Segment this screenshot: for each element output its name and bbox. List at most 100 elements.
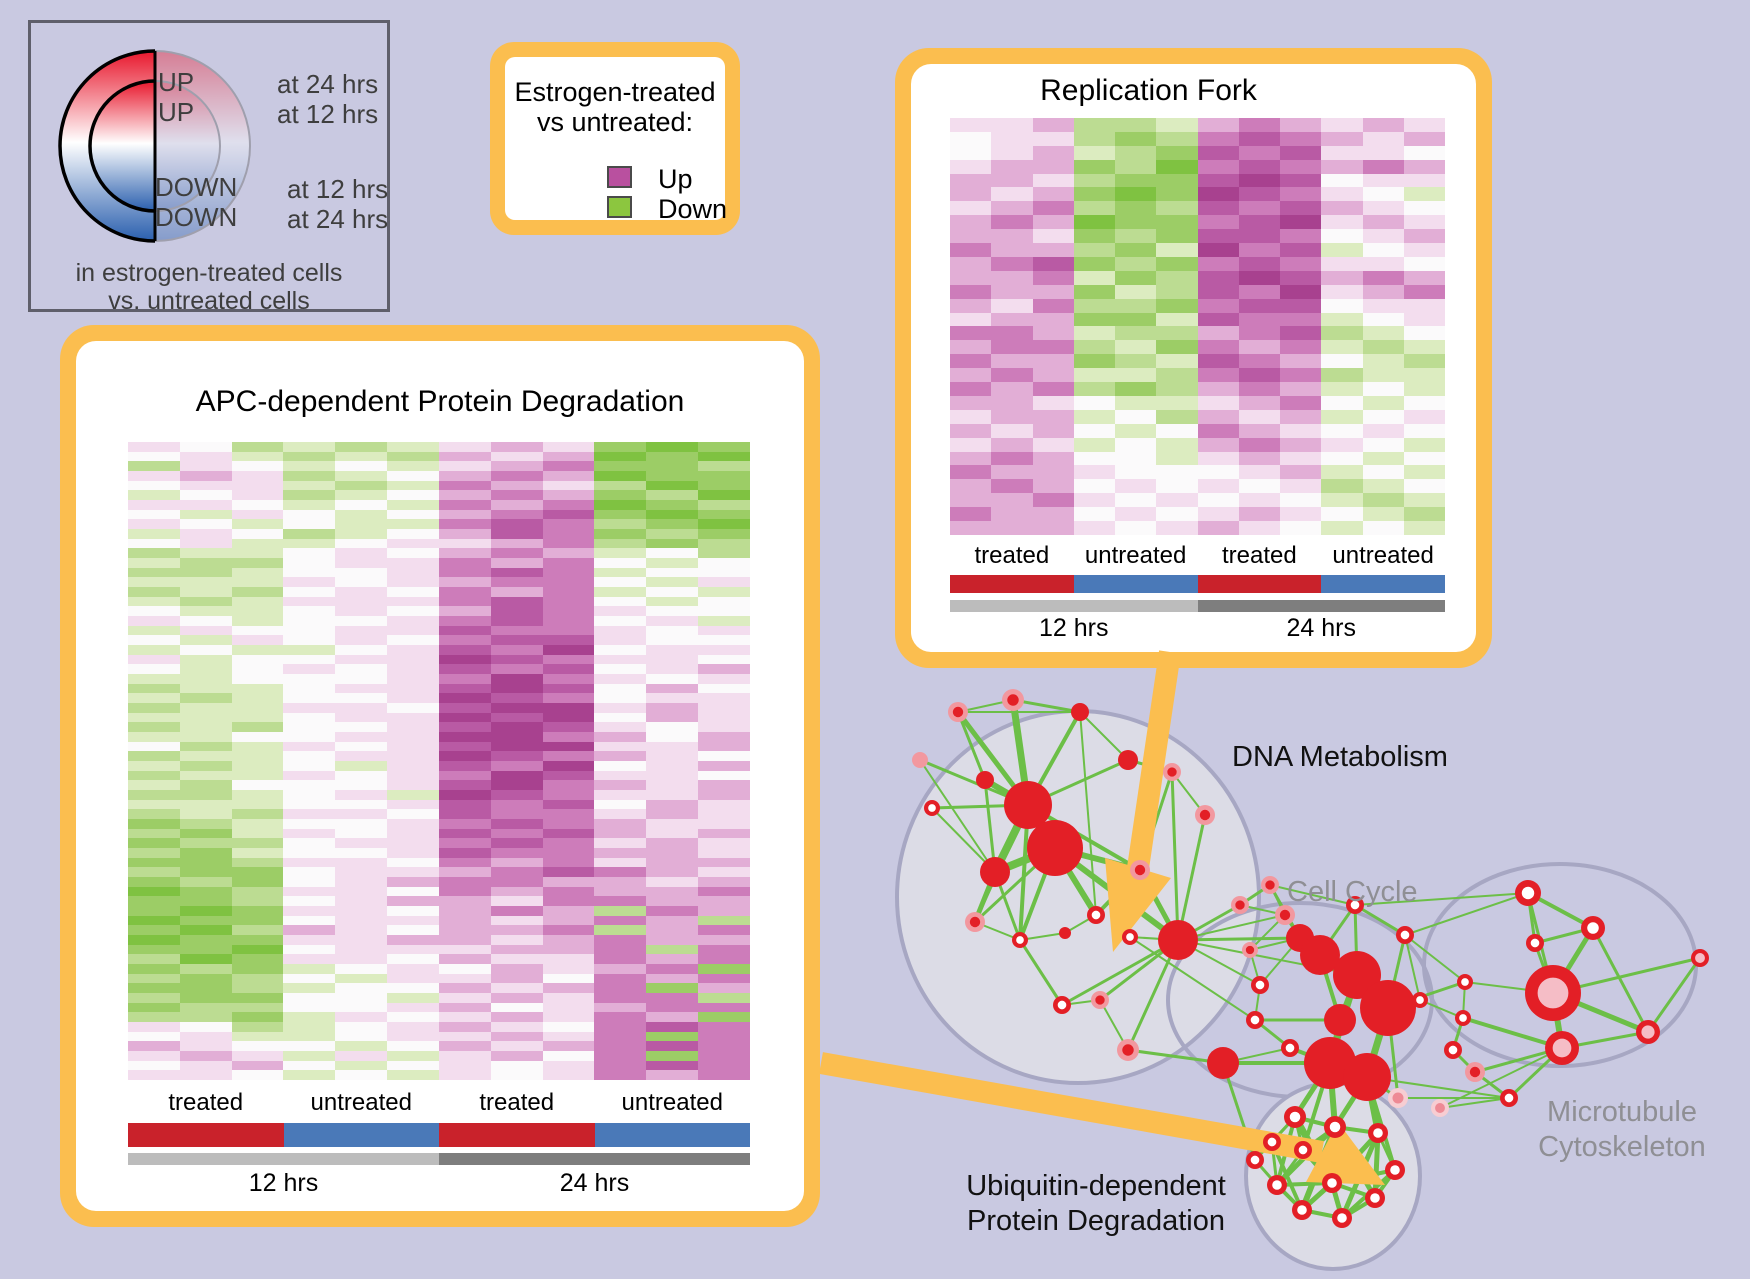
ring-footer-line2: vs. untreated cells	[108, 287, 310, 315]
network-edge	[1404, 892, 1529, 936]
network-edge	[1386, 1006, 1400, 1100]
network-node-core	[1530, 938, 1540, 948]
network-node	[1343, 1053, 1391, 1101]
network-edge	[1327, 972, 1360, 1066]
network-node	[912, 752, 928, 768]
network-edge	[1330, 1168, 1397, 1185]
network-node	[1158, 920, 1198, 960]
network-edge	[1365, 1075, 1400, 1100]
network-edge	[1138, 770, 1174, 872]
network-node-core	[1400, 930, 1410, 940]
network-node	[1526, 934, 1544, 952]
network-node-core	[1122, 1044, 1134, 1056]
network-node	[948, 702, 968, 722]
network-edge	[957, 699, 1014, 713]
network-edge	[1269, 884, 1286, 916]
network-edge	[1274, 1124, 1338, 1188]
network-node	[1087, 906, 1105, 924]
network-edge	[1376, 1131, 1397, 1172]
network-node-core	[1016, 936, 1024, 944]
network-node-core	[1267, 1137, 1277, 1147]
network-node	[1636, 1020, 1660, 1044]
network-edge	[1550, 990, 1651, 1035]
network-edge	[1301, 1061, 1332, 1152]
network-edge	[1018, 938, 1064, 1007]
rep-hour-labels: 12 hrs 24 hrs	[1039, 614, 1356, 642]
rep-time-bar	[950, 600, 1445, 612]
network-node-core	[1007, 694, 1019, 706]
network-node-core	[1279, 909, 1291, 921]
rep-panel-title: Replication Fork	[1040, 74, 1257, 107]
rep-treatment-bar	[950, 575, 1445, 593]
network-edge	[1249, 949, 1261, 986]
network-edge	[1239, 904, 1286, 916]
network-edge	[1473, 1046, 1564, 1074]
network-edge	[1052, 845, 1181, 943]
network-edge	[1098, 938, 1180, 1002]
network-edge	[1353, 903, 1407, 937]
network-node-core	[1587, 922, 1599, 934]
apc-panel-title: APC-dependent Protein Degradation	[195, 385, 685, 418]
network-edge	[1275, 1148, 1305, 1187]
network-node	[1122, 929, 1138, 945]
network-edge	[1551, 956, 1702, 995]
network-node-core	[1416, 996, 1424, 1004]
network-node	[1525, 965, 1581, 1021]
rep-heatmap	[950, 118, 1445, 535]
ubiquitin-label-line1: Ubiquitin-dependent	[966, 1170, 1226, 1202]
network-edge	[1018, 846, 1057, 942]
network-edge	[1365, 1075, 1397, 1172]
network-node	[1457, 974, 1473, 990]
down-swatch	[607, 196, 632, 218]
network-node	[976, 771, 994, 789]
network-edge	[1253, 1158, 1279, 1187]
apc-hour-labels: 12 hrs 24 hrs	[248, 1169, 630, 1197]
network-edge	[1238, 883, 1272, 907]
network-edge	[1297, 935, 1323, 958]
network-edge	[1052, 845, 1099, 918]
network-edge	[1526, 891, 1595, 930]
ring-down12-time: at 12 hrs	[287, 174, 389, 204]
cluster-dna-metabolism	[895, 709, 1261, 1085]
network-edge	[1419, 999, 1464, 1019]
apc-heatmap	[128, 442, 750, 1080]
network-edge	[1507, 1046, 1564, 1100]
network-edge	[1018, 803, 1030, 942]
network-node	[1465, 1062, 1485, 1082]
network-node	[1444, 1041, 1462, 1059]
apc-group-labels: treated untreated treated untreated	[168, 1089, 723, 1116]
arrow-to-ubiquitin-degradation-shaft	[819, 1052, 1324, 1163]
network-edge	[1464, 981, 1554, 994]
network-node	[924, 800, 940, 816]
network-edge	[1079, 711, 1129, 761]
network-edge	[1300, 1208, 1344, 1220]
network-edge	[972, 869, 998, 925]
network-edge	[1363, 1004, 1392, 1081]
network-node-core	[1199, 809, 1211, 821]
network-node-core	[1289, 1111, 1301, 1123]
network-edge	[1079, 711, 1097, 916]
network-node-core	[1373, 1128, 1383, 1138]
ring-up12-time: at 12 hrs	[277, 99, 379, 129]
dna-metabolism-label: DNA Metabolism	[1232, 741, 1448, 773]
network-edge	[1009, 696, 1032, 809]
network-node	[1231, 896, 1249, 914]
network-node	[965, 912, 985, 932]
network-edge	[1439, 1097, 1510, 1109]
network-edge	[1560, 1030, 1650, 1050]
network-edge	[1099, 999, 1129, 1051]
network-edge	[919, 759, 996, 873]
network-edge	[1026, 758, 1130, 807]
network-edge	[1060, 938, 1180, 1007]
network-node	[1292, 1200, 1312, 1220]
network-node	[1027, 820, 1083, 876]
estrogen-legend-inner	[505, 57, 725, 220]
network-node	[1059, 927, 1071, 939]
network-edge	[1283, 913, 1302, 940]
network-edge	[1176, 936, 1302, 942]
network-edge	[1291, 1113, 1336, 1187]
network-edge	[1550, 925, 1596, 996]
network-node-core	[1250, 1015, 1260, 1025]
network-edge	[1171, 771, 1206, 816]
